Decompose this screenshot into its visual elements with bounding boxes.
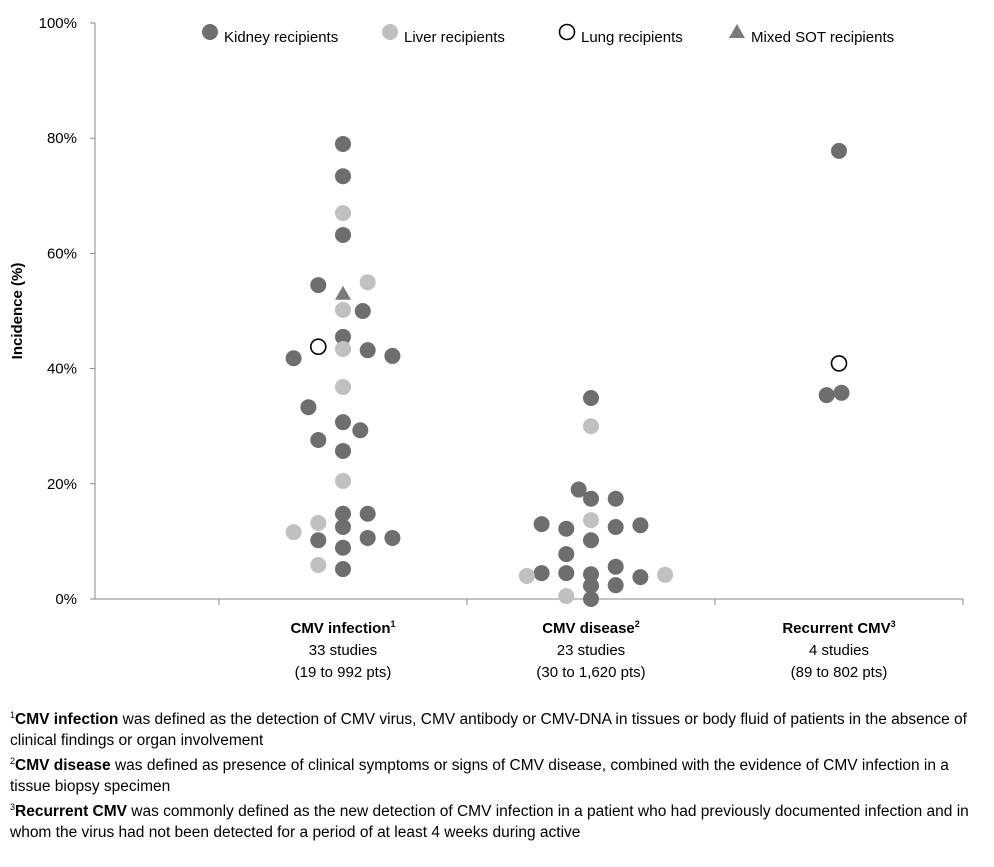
liver-data-point — [583, 418, 599, 435]
footnote-sup: 3 — [10, 802, 16, 813]
x-category-range: (19 to 992 pts) — [295, 664, 392, 681]
kidney-data-point — [335, 561, 351, 578]
kidney-data-point — [359, 505, 376, 522]
kidney-data-point — [384, 529, 401, 546]
kidney-data-point — [831, 142, 847, 159]
kidney-data-point — [300, 399, 317, 416]
legend-marker-mixed — [729, 24, 745, 38]
liver-data-point — [335, 205, 351, 222]
x-category-label: CMV infection1 — [290, 619, 395, 637]
mixed-data-point — [335, 285, 351, 300]
kidney-data-point — [359, 529, 376, 546]
kidney-data-point — [818, 387, 835, 404]
kidney-data-point — [335, 414, 351, 431]
kidney-data-point — [583, 532, 599, 549]
kidney-data-point — [310, 532, 327, 549]
kidney-data-point — [335, 226, 351, 243]
scatter-plot: 0% 20% 40% 60% 80% 100% Incidence (%) CMV infec… — [9, 15, 964, 681]
kidney-data-point — [833, 384, 850, 401]
liver-data-point — [583, 512, 599, 529]
kidney-data-point — [632, 569, 649, 586]
lung-data-point — [830, 355, 848, 372]
liver-data-point — [285, 524, 302, 541]
legend-label-kidney: Kidney recipients — [224, 29, 338, 46]
x-category-studies: 33 studies — [309, 642, 377, 659]
lung-data-point — [309, 338, 327, 356]
kidney-data-point — [533, 565, 550, 582]
kidney-data-point — [310, 277, 327, 294]
footnote-3: 3Recurrent CMV was commonly defined as t… — [10, 797, 985, 843]
y-tick-label: 20% — [47, 476, 77, 493]
kidney-data-point — [558, 546, 575, 563]
footnote-term: CMV disease — [15, 757, 111, 775]
x-category-range: (89 to 802 pts) — [791, 664, 888, 681]
liver-data-point — [335, 301, 351, 318]
kidney-data-point — [285, 350, 302, 367]
kidney-data-point — [583, 566, 599, 583]
legend-label-mixed: Mixed SOT recipients — [751, 29, 894, 46]
liver-data-point — [359, 274, 376, 291]
x-category-studies: 4 studies — [809, 642, 869, 659]
footnote-text: was defined as presence of clinical symp… — [10, 757, 949, 796]
liver-data-point — [518, 567, 535, 584]
kidney-data-point — [583, 389, 599, 406]
kidney-data-point — [583, 591, 599, 607]
kidney-data-point — [533, 516, 550, 533]
kidney-data-point — [335, 135, 351, 152]
y-tick-label: 80% — [47, 130, 77, 147]
x-category-studies: 23 studies — [557, 642, 625, 659]
x-category-label: CMV disease2 — [542, 619, 640, 637]
kidney-data-point — [607, 490, 624, 507]
kidney-data-point — [335, 442, 351, 459]
y-tick-label: 100% — [39, 15, 77, 32]
legend-marker-kidney — [202, 24, 218, 40]
footnote-sup: 2 — [10, 756, 16, 767]
kidney-data-point — [607, 519, 624, 535]
y-tick-label: 40% — [47, 361, 77, 378]
footnote-term: Recurrent CMV — [15, 803, 127, 821]
liver-data-point — [335, 341, 351, 358]
kidney-data-point — [335, 328, 351, 345]
footnote-term: CMV infection — [15, 711, 119, 729]
kidney-data-point — [607, 577, 624, 594]
legend-marker-lung — [558, 23, 576, 41]
kidney-data-point — [558, 520, 575, 537]
kidney-data-point — [558, 565, 575, 582]
kidney-data-point — [335, 168, 351, 185]
liver-data-point — [335, 379, 351, 396]
kidney-data-point — [384, 347, 401, 364]
footnote-text: was defined as the detection of CMV viru… — [10, 711, 967, 750]
footnote-2: 2CMV disease was defined as presence of … — [10, 751, 985, 797]
kidney-data-point — [335, 539, 351, 556]
kidney-data-point — [354, 303, 371, 319]
legend-label-liver: Liver recipients — [404, 29, 505, 46]
kidney-data-point — [335, 505, 351, 522]
footnote-sup: 1 — [10, 710, 16, 720]
kidney-data-point — [583, 490, 599, 507]
footnote-text: was commonly defined as the new detectio… — [10, 803, 969, 842]
kidney-data-point — [352, 422, 369, 439]
legend-label-lung: Lung recipients — [581, 29, 683, 46]
footnotes: 1CMV infection was defined as the detect… — [10, 705, 985, 843]
kidney-data-point — [583, 577, 599, 594]
x-category-range: (30 to 1,620 pts) — [536, 664, 645, 681]
kidney-data-point — [335, 519, 351, 535]
footnote-1: 1CMV infection was defined as the detect… — [10, 705, 985, 751]
kidney-data-point — [359, 342, 376, 359]
liver-data-point — [558, 588, 575, 605]
x-category-label: Recurrent CMV3 — [782, 619, 895, 637]
y-axis-title: Incidence (%) — [9, 263, 26, 360]
liver-data-point — [310, 514, 327, 531]
kidney-data-point — [632, 517, 649, 534]
liver-data-point — [310, 557, 327, 574]
y-tick-label: 60% — [47, 245, 77, 262]
liver-data-point — [657, 566, 674, 583]
kidney-data-point — [570, 481, 587, 498]
kidney-data-point — [310, 432, 327, 449]
legend-marker-liver — [382, 24, 398, 40]
y-tick-label: 0% — [55, 591, 77, 608]
kidney-data-point — [607, 558, 624, 575]
liver-data-point — [335, 472, 351, 489]
